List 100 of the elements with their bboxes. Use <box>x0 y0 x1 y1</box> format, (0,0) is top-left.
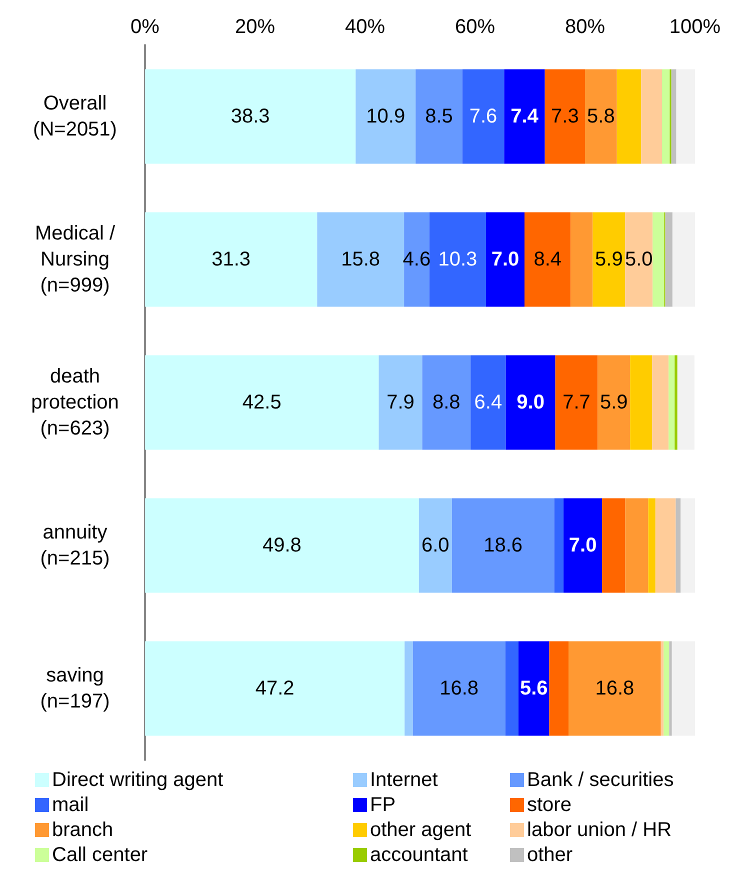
data-label: 5.8 <box>587 106 615 128</box>
legend-label: Direct writing agent <box>52 769 224 791</box>
bar <box>598 355 630 450</box>
legend-label: FP <box>370 794 396 816</box>
bar <box>630 355 652 450</box>
bar <box>518 641 550 736</box>
bar <box>317 212 404 307</box>
bar <box>668 355 675 450</box>
bar <box>412 641 506 736</box>
bar <box>554 498 564 593</box>
bar <box>462 69 504 164</box>
bar <box>378 355 422 450</box>
data-label: 4.6 <box>402 248 431 270</box>
x-tick-label: 80% <box>564 16 606 38</box>
bar <box>524 212 571 307</box>
data-label: 7.0 <box>568 534 597 556</box>
bar <box>404 212 430 307</box>
x-tick-label: 0% <box>130 16 160 38</box>
data-label: 18.6 <box>484 534 523 556</box>
bar <box>674 355 678 450</box>
y-tick-label: death protection (n=623) <box>31 366 119 440</box>
bar <box>677 355 694 450</box>
data-label: 5.6 <box>520 678 548 700</box>
x-tick-label: 60% <box>454 16 496 38</box>
legend-label: accountant <box>370 844 468 866</box>
bar <box>549 641 568 736</box>
legend-label: other <box>527 844 573 866</box>
bar <box>660 641 664 736</box>
x-tick-label: 100% <box>669 16 721 38</box>
y-tick-label: annuity (n=215) <box>40 522 110 570</box>
bar <box>452 498 554 593</box>
bar <box>418 498 452 593</box>
data-label: 42.5 <box>242 392 282 414</box>
data-label: 49.8 <box>262 534 302 556</box>
data-label: 7.0 <box>491 248 520 270</box>
data-label: 5.9 <box>595 248 623 270</box>
bar <box>669 641 672 736</box>
bar <box>544 69 585 164</box>
legend-label: Internet <box>370 769 438 791</box>
bar <box>145 641 405 736</box>
bar <box>145 355 379 450</box>
data-label: 38.3 <box>230 106 270 128</box>
bar <box>602 498 626 593</box>
bar <box>470 355 506 450</box>
bar <box>356 69 416 164</box>
y-tick-label: Overall (N=2051) <box>33 92 117 140</box>
bar <box>570 212 593 307</box>
legend-label: labor union / HR <box>527 819 672 841</box>
bar <box>680 498 695 593</box>
bar <box>506 355 556 450</box>
legend-label: Bank / securities <box>527 769 674 791</box>
data-label: 16.8 <box>440 678 479 700</box>
legend-label: store <box>527 794 572 816</box>
bar <box>416 69 462 164</box>
data-label: 10.9 <box>366 106 406 128</box>
data-label: 6.0 <box>421 534 450 556</box>
x-tick-label: 20% <box>234 16 276 38</box>
bar <box>664 641 670 736</box>
bar <box>676 69 695 164</box>
bar <box>145 69 356 164</box>
data-label: 7.6 <box>469 106 498 128</box>
bar <box>616 69 642 164</box>
data-label: 8.4 <box>534 248 562 270</box>
bar <box>676 498 681 593</box>
data-label: 7.3 <box>551 106 579 128</box>
bar <box>671 69 676 164</box>
bar <box>404 641 413 736</box>
bar <box>486 212 524 307</box>
legend-label: branch <box>52 819 114 841</box>
data-label: 6.4 <box>474 392 502 414</box>
data-label: 7.7 <box>562 392 590 414</box>
bar <box>564 498 602 593</box>
bar <box>504 69 545 164</box>
bar <box>592 212 626 307</box>
bar <box>655 498 676 593</box>
bar <box>429 212 486 307</box>
bar <box>672 641 695 736</box>
bar <box>625 498 648 593</box>
bar <box>568 641 661 736</box>
bar <box>145 212 318 307</box>
bar <box>145 498 419 593</box>
legend-label: Call center <box>52 844 148 866</box>
data-label: 16.8 <box>595 678 634 700</box>
y-tick-label: Medical / Nursing (n=999) <box>34 222 116 296</box>
bar <box>505 641 518 736</box>
data-label: 15.8 <box>341 248 380 270</box>
data-label: 31.3 <box>212 248 251 270</box>
legend-label: mail <box>52 794 89 816</box>
x-tick-label: 40% <box>344 16 386 38</box>
legend-label: other agent <box>370 819 472 841</box>
bar <box>422 355 471 450</box>
data-label: 9.0 <box>516 392 544 414</box>
bar <box>672 212 695 307</box>
data-label: 10.3 <box>438 248 478 270</box>
data-label: 47.2 <box>255 678 294 700</box>
data-label: 8.8 <box>432 392 460 414</box>
bar <box>665 212 672 307</box>
data-label: 8.5 <box>425 106 453 128</box>
bar <box>652 212 664 307</box>
data-label: 5.0 <box>624 248 653 270</box>
